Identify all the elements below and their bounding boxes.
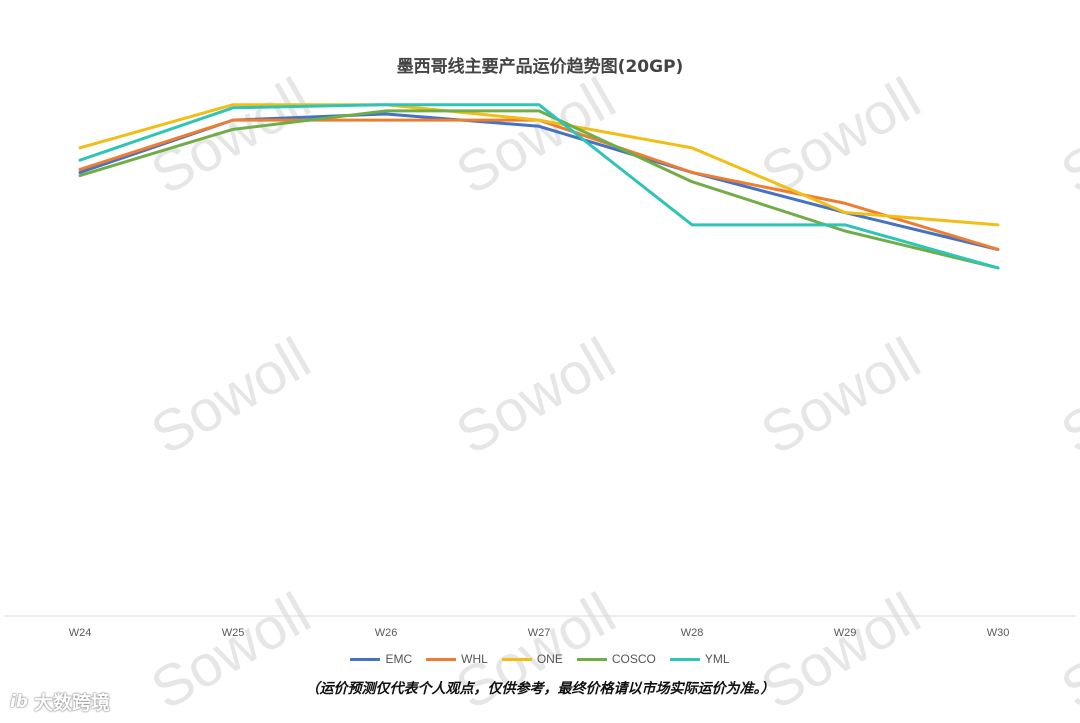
legend-label: ONE xyxy=(536,652,563,666)
x-tick-label: W27 xyxy=(528,627,551,639)
legend-swatch xyxy=(576,657,607,661)
x-tick-label: W26 xyxy=(375,627,398,639)
legend: EMC WHL ONE COSCO YML xyxy=(0,652,1080,666)
legend-swatch xyxy=(426,657,457,661)
brand-name: 大数跨境 xyxy=(34,692,111,714)
x-tick-label: W28 xyxy=(681,627,704,639)
legend-item-cosco[interactable]: COSCO xyxy=(576,652,656,666)
brand-watermark: ib 大数跨境 xyxy=(10,688,110,715)
legend-swatch xyxy=(350,657,381,661)
chart-title: 墨西哥线主要产品运价趋势图(20GP) xyxy=(396,57,684,77)
series-lines xyxy=(78,103,1000,270)
x-tick-label: W25 xyxy=(222,627,245,639)
x-tick-label: W29 xyxy=(834,627,857,639)
series-line-yml xyxy=(78,103,1000,270)
legend-label: COSCO xyxy=(611,652,656,666)
series-line-cosco xyxy=(78,109,1000,270)
x-axis-ticks: W24 W25 W26 W27 W28 W29 W30 xyxy=(69,627,1010,639)
legend-item-whl[interactable]: WHL xyxy=(426,652,488,666)
legend-item-emc[interactable]: EMC xyxy=(350,652,412,666)
disclaimer-note: （运价预测仅代表个人观点，仅供参考，最终价格请以市场实际运价为准。） xyxy=(305,681,775,697)
legend-swatch xyxy=(501,657,532,661)
legend-item-yml[interactable]: YML xyxy=(669,652,730,666)
legend-label: YML xyxy=(704,652,730,666)
brand-logo-icon: ib xyxy=(10,691,28,712)
x-tick-label: W24 xyxy=(69,627,92,639)
legend-swatch xyxy=(669,657,700,661)
x-tick-label: W30 xyxy=(987,627,1010,639)
series-line-one xyxy=(78,103,1000,227)
legend-label: WHL xyxy=(461,652,488,666)
legend-item-one[interactable]: ONE xyxy=(501,652,563,666)
legend-label: EMC xyxy=(385,652,413,666)
